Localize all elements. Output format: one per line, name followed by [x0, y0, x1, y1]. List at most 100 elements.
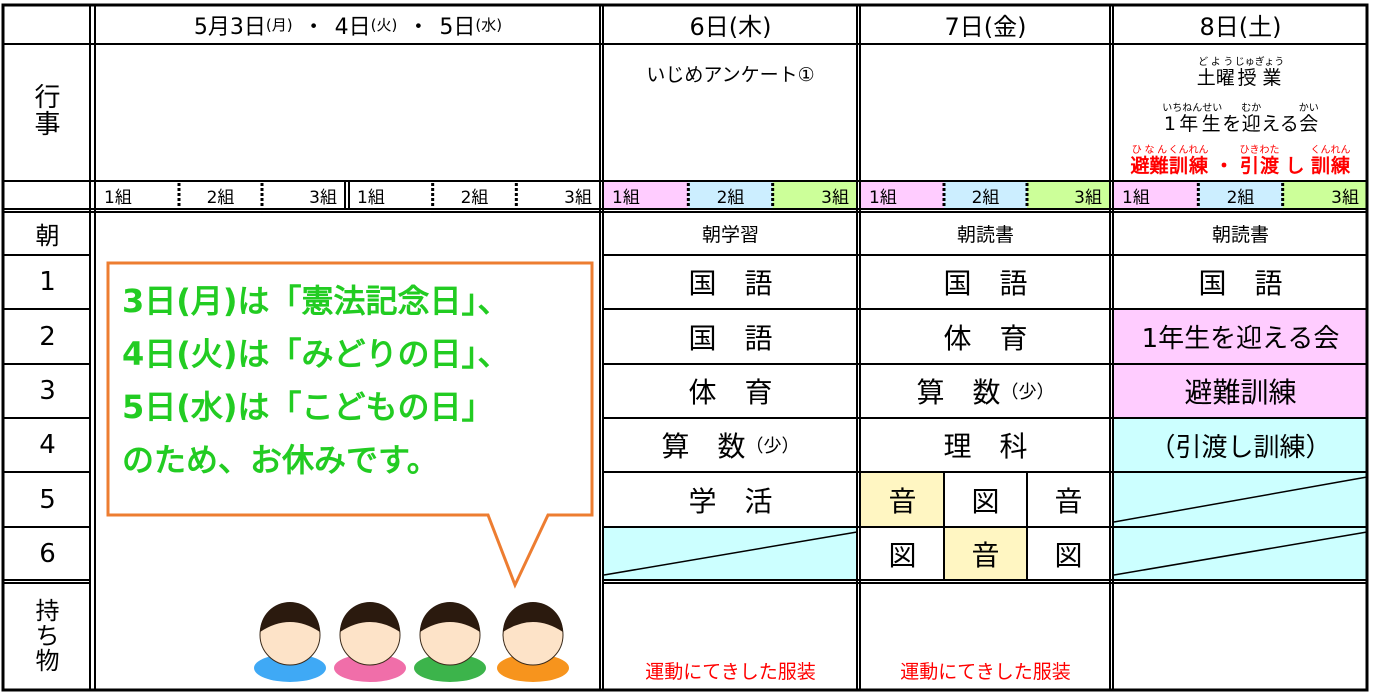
ruby-reading: いちねんせい	[1162, 103, 1223, 114]
subject-text: 学 活	[688, 484, 773, 518]
ruby-word: 土曜どよう	[1197, 57, 1235, 90]
subject-text: 理 科	[943, 430, 1028, 463]
diagonal-line	[1113, 476, 1368, 523]
holiday-weekday: (火)	[370, 16, 398, 34]
group-label: 1組	[357, 187, 385, 208]
ruby-word: 会かい	[1299, 103, 1319, 136]
callout-bubble	[106, 261, 594, 589]
subject-text: 国 語	[688, 267, 773, 300]
subject-note: （少）	[1000, 382, 1055, 403]
subject-part: 音	[1054, 484, 1083, 518]
child-body	[254, 654, 326, 682]
subject-part: 音	[888, 484, 917, 518]
notice-line: 3日(月)は「憲法記念日」、	[122, 282, 510, 320]
cell-fill	[1114, 181, 1199, 209]
cell-fill	[1114, 418, 1367, 472]
group-label: 2組	[460, 187, 489, 208]
event-label: 行事	[34, 82, 61, 140]
group-label: 3組	[1331, 187, 1359, 208]
subject-part: 図	[1054, 538, 1083, 572]
group-label: 3組	[309, 187, 337, 208]
diagonal-line	[1113, 531, 1368, 576]
subject: 算 数（少）	[604, 418, 857, 472]
subject-text: 朝読書	[1211, 224, 1269, 246]
ruby-word: 授業じゅぎょう	[1235, 57, 1285, 90]
ruby-base: 授業	[1234, 67, 1285, 89]
notice-line: のため、お休みです。	[122, 441, 439, 479]
cell-fill	[861, 472, 944, 527]
event-line: 1年生いちねんせいを迎むか える 会かい	[1114, 96, 1367, 136]
holiday-day: 5月3日	[193, 14, 266, 40]
subject: 国 語	[604, 255, 857, 309]
ruby-base: 会	[1298, 113, 1319, 135]
cell-fill	[944, 472, 1027, 527]
cell-fill	[1114, 364, 1367, 418]
subject-text: 国 語	[688, 321, 773, 355]
cell-fill	[772, 181, 857, 209]
ruby-base: 引渡	[1239, 155, 1280, 177]
subject-text: 国 語	[943, 267, 1028, 300]
group-label: 2組	[716, 187, 745, 208]
separator: ・	[302, 14, 325, 40]
ruby-base: 土曜	[1196, 67, 1235, 89]
event-text: いじめアンケート①	[646, 63, 815, 86]
child-body	[497, 654, 569, 682]
cell-fill	[1114, 309, 1367, 364]
cell-fill	[1282, 181, 1367, 209]
ruby-word: 1年生いちねんせい	[1162, 103, 1222, 136]
notice-line: 5日(水)は「こどもの日」	[122, 388, 494, 426]
row-label: 1	[39, 267, 56, 297]
child-hair	[260, 602, 320, 632]
subject: 1年生を迎える会	[1114, 309, 1367, 364]
subject: 体 育	[604, 364, 857, 418]
ruby-reading: くんれん	[1310, 145, 1351, 156]
ruby-word: 訓練くんれん	[1168, 145, 1208, 178]
subject: 体 育	[861, 309, 1110, 364]
event-line: 避難ひなん 訓練くんれん・引渡ひきわたし訓練くんれん	[1114, 138, 1367, 178]
subject-text: 国 語	[1198, 267, 1283, 300]
holiday-day: 4日	[334, 14, 371, 40]
ruby-base: 迎	[1241, 113, 1262, 135]
ruby-base: 訓練	[1310, 155, 1351, 177]
ruby-word: 引渡ひきわた	[1240, 145, 1280, 178]
ruby-reading: じゅぎょう	[1234, 57, 1285, 68]
ruby-base: 1年生	[1162, 113, 1223, 135]
ruby-word: 避難ひなん	[1130, 145, 1168, 178]
decoration	[106, 261, 594, 682]
day-header: 6日(木)	[689, 13, 772, 41]
ruby-word: 迎むか	[1241, 103, 1261, 136]
cell-fill	[944, 181, 1027, 209]
ruby-base: 訓練	[1168, 155, 1209, 177]
event-word: を	[1222, 113, 1242, 135]
belongings: 運動にてきした服装	[900, 660, 1071, 683]
child-hair	[340, 602, 400, 632]
subject: 朝読書	[861, 212, 1110, 255]
subject-text: 体 育	[688, 376, 773, 409]
cell-fill	[1198, 181, 1283, 209]
cell-fill	[1027, 527, 1110, 580]
subject: 国 語	[861, 255, 1110, 309]
group-label: 3組	[1074, 187, 1102, 208]
subject: 朝学習	[604, 212, 857, 255]
subject: （引渡し訓練）	[1114, 418, 1367, 472]
subject: 国 語	[1114, 255, 1367, 309]
group-label: 3組	[564, 187, 592, 208]
subject-text: 朝学習	[701, 224, 759, 246]
child-body	[414, 654, 486, 682]
group-label: 2組	[1226, 187, 1255, 208]
holiday-weekday: (月)	[265, 16, 293, 34]
group-label: 2組	[206, 187, 235, 208]
subject: 避難訓練	[1114, 364, 1367, 418]
row-label: 4	[39, 430, 56, 460]
cell-fill	[1027, 472, 1110, 527]
group-label: 1組	[869, 187, 897, 208]
day-header: 7日(金)	[944, 13, 1027, 41]
diagonal-line	[603, 531, 858, 576]
event-word: える	[1261, 113, 1299, 135]
ruby-reading: ひなん	[1130, 145, 1169, 156]
subject-note: （少）	[745, 436, 800, 457]
row-label: 5	[39, 484, 56, 515]
cell-fill	[861, 181, 944, 209]
